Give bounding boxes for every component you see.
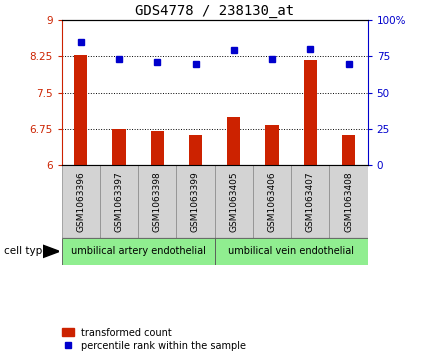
- Bar: [74, 55, 88, 165]
- Polygon shape: [42, 245, 60, 258]
- Text: GSM1063408: GSM1063408: [344, 171, 353, 232]
- Bar: [62, 238, 215, 265]
- Bar: [215, 238, 368, 265]
- Text: umbilical artery endothelial: umbilical artery endothelial: [71, 246, 206, 256]
- Bar: [112, 129, 126, 165]
- Bar: [150, 131, 164, 165]
- Bar: [303, 60, 317, 165]
- Text: cell type: cell type: [4, 246, 49, 256]
- Text: umbilical vein endothelial: umbilical vein endothelial: [228, 246, 354, 256]
- Bar: [329, 165, 368, 238]
- Bar: [215, 165, 253, 238]
- Bar: [291, 165, 329, 238]
- Bar: [62, 165, 100, 238]
- Text: GSM1063397: GSM1063397: [114, 171, 124, 232]
- Text: GSM1063407: GSM1063407: [306, 171, 315, 232]
- Title: GDS4778 / 238130_at: GDS4778 / 238130_at: [135, 4, 294, 17]
- Bar: [342, 135, 355, 165]
- Legend: transformed count, percentile rank within the sample: transformed count, percentile rank withi…: [58, 324, 250, 355]
- Bar: [138, 165, 176, 238]
- Text: GSM1063406: GSM1063406: [267, 171, 277, 232]
- Bar: [227, 117, 241, 165]
- Bar: [253, 165, 291, 238]
- Bar: [189, 135, 202, 165]
- Text: GSM1063405: GSM1063405: [229, 171, 238, 232]
- Text: GSM1063396: GSM1063396: [76, 171, 85, 232]
- Text: GSM1063398: GSM1063398: [153, 171, 162, 232]
- Bar: [176, 165, 215, 238]
- Text: GSM1063399: GSM1063399: [191, 171, 200, 232]
- Bar: [100, 165, 138, 238]
- Bar: [265, 126, 279, 165]
